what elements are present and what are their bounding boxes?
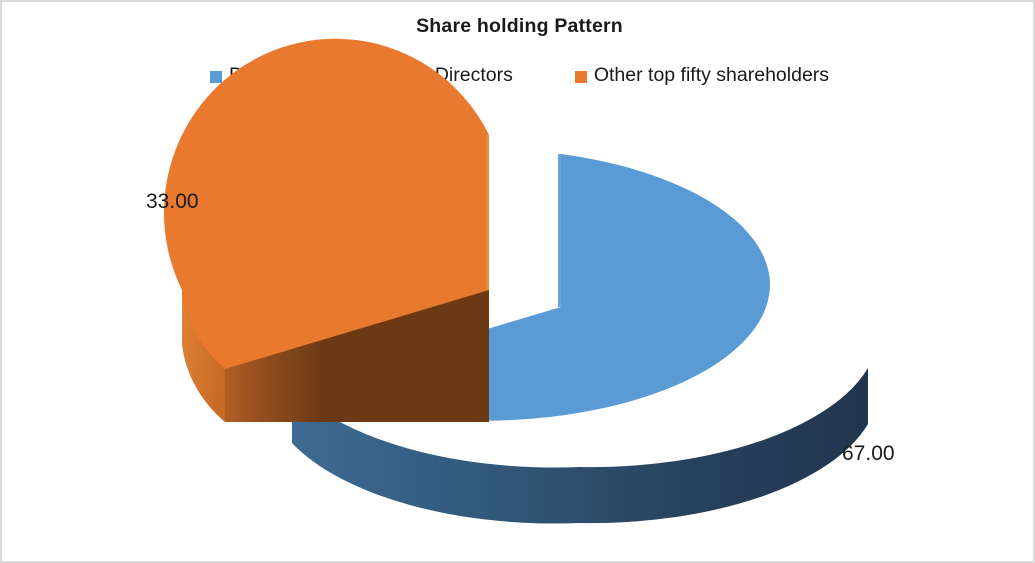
data-label-other-shareholders: 33.00 [146, 190, 199, 213]
pie-slice-orange-cut-face [486, 135, 489, 290]
pie-slice-blue-cut-face [558, 154, 561, 307]
legend-label-other-shareholders: Other top fifty shareholders [593, 64, 830, 86]
legend-swatch-other-icon [574, 70, 587, 83]
chart-title: Share holding Pattern [416, 15, 623, 37]
pie-slice-orange-top [163, 38, 489, 369]
legend-swatch-directors-icon [209, 70, 222, 83]
pie-slice-blue-wall [292, 368, 868, 524]
legend-item-other-shareholders[interactable]: Other top fifty shareholders [574, 64, 830, 87]
data-label-directors: 67.00 [842, 442, 895, 465]
